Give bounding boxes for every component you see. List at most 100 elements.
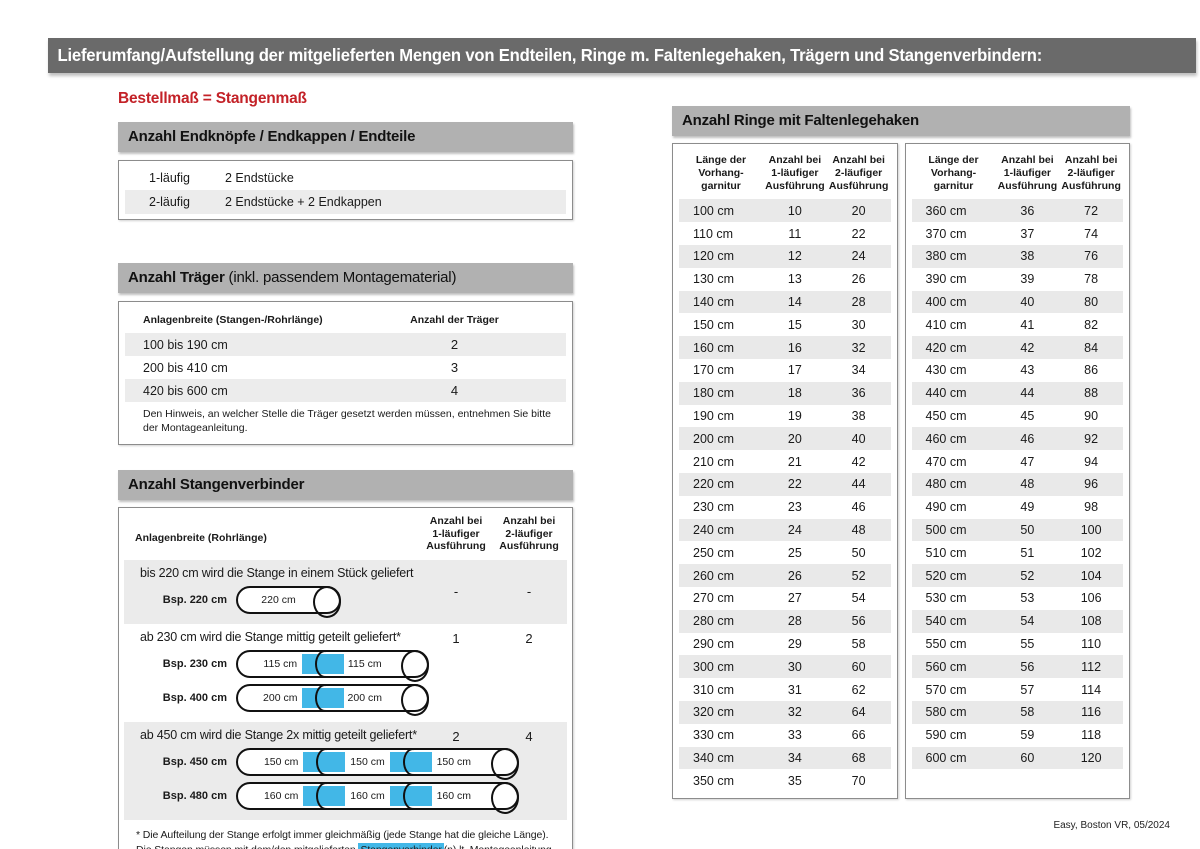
table-row: 420 cm 42 84	[911, 336, 1123, 359]
length-cell: 160 cm	[693, 340, 734, 355]
traeger-table-header: Anlagenbreite (Stangen-/Rohrlänge) Anzah…	[125, 307, 566, 333]
table-row: 530 cm 53 106	[912, 587, 1124, 610]
count-1-cell: 47	[1020, 454, 1035, 469]
count-2-cell: 56	[851, 614, 866, 629]
length-cell: 570 cm	[925, 682, 967, 697]
header-line: Länge der	[928, 154, 979, 166]
length-cell: 320 cm	[693, 705, 734, 720]
count-1-cell: 18	[787, 386, 802, 401]
length-cell: 110 cm	[693, 226, 734, 241]
ringe-rows-1: 100 cm 10 20 110 cm 11 22 120 cm 12 24 1…	[679, 199, 891, 792]
table-row: 560 cm 56 112	[911, 655, 1123, 679]
section-title-normal: (inkl. passendem Montagematerial)	[224, 269, 457, 286]
count-1-cell: 40	[1020, 294, 1035, 309]
header-line: Anzahl bei	[768, 154, 822, 166]
ringe-table-2: Länge der Vorhang- garnitur Anzahl bei 1…	[904, 143, 1130, 800]
length-cell: 360 cm	[925, 203, 967, 218]
count-2-cell: 118	[1081, 728, 1102, 743]
count-1-cell: 29	[787, 636, 802, 651]
count-1-cell: 55	[1020, 636, 1035, 651]
joint-arc	[314, 683, 326, 712]
table-row: 400 cm 40 80	[911, 290, 1123, 314]
count-2-cell: 64	[851, 705, 866, 720]
count-1-cell: 53	[1020, 591, 1035, 606]
table-row: 390 cm 39 78	[912, 268, 1124, 291]
length-cell: 240 cm	[693, 522, 734, 537]
table-row: 230 cm 23 46	[679, 496, 891, 519]
length-cell: 200 cm	[693, 431, 734, 446]
count-2-cell: 90	[1084, 408, 1099, 423]
count-2-cell: 96	[1084, 477, 1099, 492]
stangenverbinder-table-header: Anlagenbreite (Rohrlänge) Anzahl bei 1-l…	[119, 508, 572, 560]
count-1-cell: 13	[787, 272, 802, 287]
length-cell: 580 cm	[925, 705, 967, 720]
row-value: 2 Endstücke	[225, 171, 294, 185]
length-cell: 230 cm	[693, 500, 734, 515]
table-row: 490 cm 49 98	[912, 496, 1124, 519]
ringe-table-header: Länge der Vorhang- garnitur Anzahl bei 1…	[679, 149, 891, 199]
row-count: 2	[450, 337, 459, 352]
table-row: 330 cm 33 66	[679, 724, 891, 747]
table-row: 310 cm 31 62	[679, 678, 891, 701]
header-line: 1-läufiger	[1003, 166, 1051, 179]
header-line: Ausführung	[499, 540, 559, 553]
count-2-cell: 78	[1084, 272, 1099, 287]
length-cell: 490 cm	[925, 500, 967, 515]
table-row: 180 cm 18 36	[679, 381, 891, 405]
count-1-cell: 31	[787, 682, 802, 697]
count-1-cell: 32	[787, 705, 802, 720]
count-2-cell: 22	[851, 226, 866, 241]
stangenverbinder-table: Anlagenbreite (Rohrlänge) Anzahl bei 1-l…	[118, 506, 573, 849]
length-cell: 310 cm	[693, 682, 734, 697]
rod-segment: 115 cm	[263, 657, 298, 670]
header-line: Länge der	[695, 154, 747, 166]
table-row: 140 cm 14 28	[679, 290, 891, 314]
count-2-cell: 74	[1084, 226, 1099, 241]
length-cell: 400 cm	[925, 294, 967, 309]
length-cell: 430 cm	[925, 363, 967, 378]
rod-diagram: 115 cm 115 cm	[236, 649, 429, 682]
count-2-cell: 32	[851, 340, 866, 355]
count-2-cell: 26	[851, 272, 866, 287]
rod-diagram: 150 cm 150 cm 150 cm	[236, 747, 519, 780]
table-row: 280 cm 28 56	[679, 609, 891, 633]
row-range: 420 bis 600 cm	[143, 383, 228, 398]
joint-arc	[316, 747, 328, 776]
count-2-cell: 46	[851, 500, 866, 515]
row-description: ab 450 cm wird die Stange 2x mittig gete…	[140, 727, 417, 742]
length-cell: 190 cm	[693, 408, 734, 423]
count-2-cell: 84	[1084, 340, 1099, 355]
count-2-cell: 52	[851, 568, 866, 583]
header-line: garnitur	[701, 179, 741, 192]
length-cell: 550 cm	[925, 636, 967, 651]
rod-endcap	[490, 747, 519, 780]
rod-diagram: 160 cm 160 cm 160 cm	[236, 781, 519, 814]
table-row: 340 cm 34 68	[679, 746, 891, 770]
section-header-endteile: Anzahl Endknöpfe / Endkappen / Endteile	[118, 122, 573, 152]
count-1-cell: 46	[1020, 431, 1035, 446]
length-cell: 410 cm	[925, 317, 967, 332]
table-row: 460 cm 46 92	[911, 427, 1123, 451]
count-2-cell: 116	[1081, 705, 1102, 720]
column-header: Anzahl bei 1-läufiger Ausführung	[418, 515, 494, 553]
length-cell: 480 cm	[925, 477, 967, 492]
count-1-cell: 23	[787, 500, 802, 515]
table-row: 420 bis 600 cm 4	[125, 379, 566, 402]
page-title: Lieferumfang/Aufstellung der mitgeliefer…	[57, 45, 1043, 65]
section-header-traeger: Anzahl Träger (inkl. passendem Montagema…	[118, 263, 573, 293]
count-2-cell: 102	[1080, 545, 1102, 560]
header-line: Vorhang-	[930, 166, 977, 179]
rod-example: Bsp. 480 cm 160 cm 160 cm 160 cm	[140, 781, 559, 814]
table-row: 550 cm 55 110	[912, 633, 1124, 656]
ringe-tables: Länge der Vorhang- garnitur Anzahl bei 1…	[672, 143, 1130, 800]
length-cell: 420 cm	[925, 340, 967, 355]
count-2-cell: 30	[851, 317, 866, 332]
header-line: Ausführung	[765, 179, 825, 192]
count-2-cell: 86	[1084, 363, 1099, 378]
rod-segment: 150 cm	[350, 755, 385, 768]
rod-endcap	[401, 649, 429, 682]
stangenverbinder-highlight: Stangenverbinder	[358, 842, 444, 849]
count-2-cell: 66	[851, 728, 866, 743]
length-cell: 530 cm	[925, 591, 967, 606]
rod-segment: 160 cm	[263, 789, 299, 802]
